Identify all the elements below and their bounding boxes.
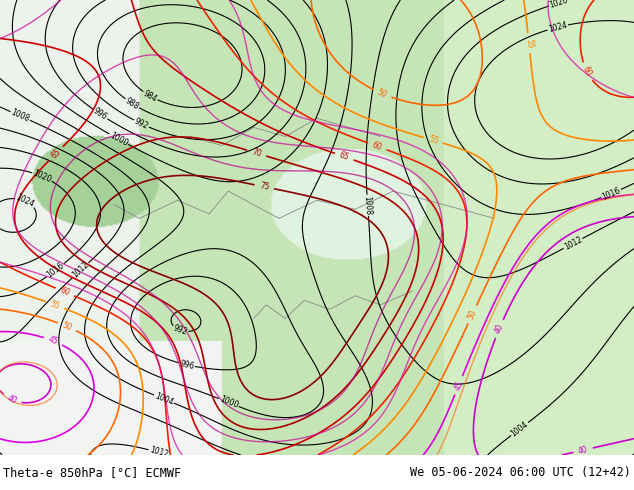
Text: 55: 55 — [524, 38, 534, 49]
Text: 1012: 1012 — [148, 445, 169, 460]
Text: 1020: 1020 — [32, 169, 53, 184]
Text: 65: 65 — [338, 151, 351, 163]
Text: 992: 992 — [133, 117, 150, 131]
Text: 60: 60 — [581, 65, 593, 78]
Text: 1000: 1000 — [108, 131, 129, 148]
Text: 55: 55 — [49, 299, 61, 311]
Text: 50: 50 — [61, 320, 74, 333]
Text: 1008: 1008 — [10, 108, 31, 124]
Text: 40: 40 — [6, 393, 18, 406]
Text: 60: 60 — [58, 286, 71, 298]
Text: 45: 45 — [47, 335, 60, 347]
Text: 996: 996 — [179, 359, 195, 371]
Text: We 05-06-2024 06:00 UTC (12+42): We 05-06-2024 06:00 UTC (12+42) — [410, 466, 631, 479]
Text: 40: 40 — [578, 444, 589, 456]
Text: Theta-e 850hPa [°C] ECMWF: Theta-e 850hPa [°C] ECMWF — [3, 466, 181, 479]
Text: 1008: 1008 — [363, 196, 373, 215]
Text: 75: 75 — [259, 181, 270, 192]
Text: 40: 40 — [493, 322, 505, 335]
Text: 996: 996 — [92, 106, 109, 122]
Text: 984: 984 — [142, 89, 158, 103]
Text: 992: 992 — [172, 323, 188, 337]
Text: 1016: 1016 — [45, 261, 66, 279]
Text: 1020: 1020 — [548, 0, 569, 10]
Text: 45: 45 — [453, 379, 465, 392]
Text: 1004: 1004 — [509, 419, 530, 439]
Text: 1012: 1012 — [562, 235, 583, 252]
Text: 1024: 1024 — [547, 21, 568, 34]
Text: 1012: 1012 — [70, 260, 91, 280]
Text: 50: 50 — [376, 88, 389, 99]
Text: 55: 55 — [427, 135, 439, 146]
Text: 70: 70 — [250, 147, 262, 159]
Text: 1004: 1004 — [153, 391, 174, 407]
Text: 65: 65 — [49, 147, 63, 160]
Text: 1016: 1016 — [600, 186, 622, 201]
Text: 1024: 1024 — [15, 193, 36, 209]
Text: 60: 60 — [372, 141, 384, 152]
Text: 1000: 1000 — [218, 395, 240, 410]
Text: 988: 988 — [124, 96, 141, 111]
Text: 50: 50 — [466, 308, 479, 321]
